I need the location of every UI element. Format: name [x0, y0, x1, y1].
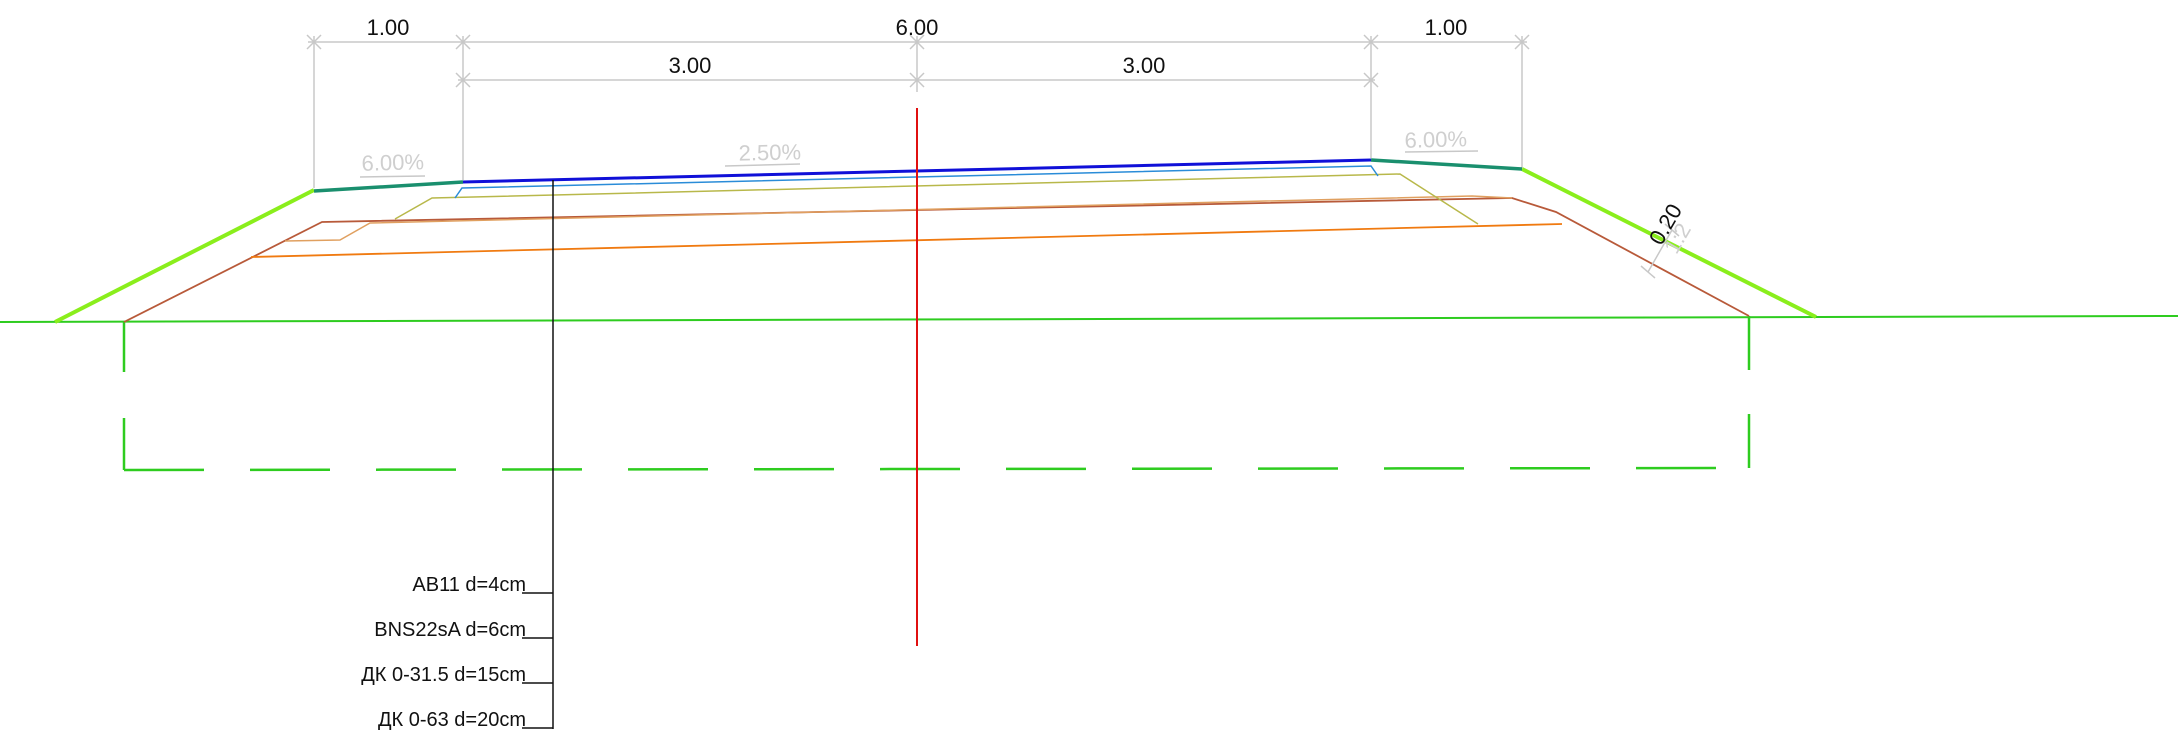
dim-right-lane: 3.00 [1123, 53, 1166, 78]
slope-carriageway: 2.50% [738, 139, 801, 165]
layer-label-3: ДК 0-31.5 d=15cm [361, 664, 526, 686]
dim-right-shoulder: 1.00 [1425, 15, 1468, 40]
dim-left-shoulder: 1.00 [367, 15, 410, 40]
layer-label-4: ДК 0-63 d=20cm [378, 709, 526, 731]
ground-line [0, 315, 2178, 323]
layer-upper-base-outline [284, 195, 1513, 242]
embankment-slope-right [1521, 167, 1817, 319]
slope-depth-marker [1640, 223, 1680, 279]
embankment-slope-left [54, 188, 315, 324]
dim-total: 6.00 [896, 15, 939, 40]
dim-left-lane: 3.00 [669, 53, 712, 78]
shoulder-right [1370, 158, 1523, 171]
dimension-lines [306, 34, 1530, 188]
layer-label-2: BNS22sA d=6cm [374, 619, 526, 641]
layer-leader-ticks [522, 592, 553, 729]
slope-right-shoulder: 6.00% [1404, 126, 1467, 153]
layer-subbase-outline [123, 197, 1750, 323]
slope-underline-right [1404, 150, 1479, 153]
layer-base-outline [250, 223, 1563, 258]
excavation-outline [122, 316, 1751, 472]
shoulder-left [313, 180, 464, 193]
slope-left-shoulder: 6.00% [361, 149, 424, 176]
slope-underline-center [724, 163, 801, 167]
dim-ticks [306, 34, 1530, 88]
layer-label-1: AB11 d=4cm [412, 574, 526, 596]
slope-underline-left [359, 175, 426, 178]
